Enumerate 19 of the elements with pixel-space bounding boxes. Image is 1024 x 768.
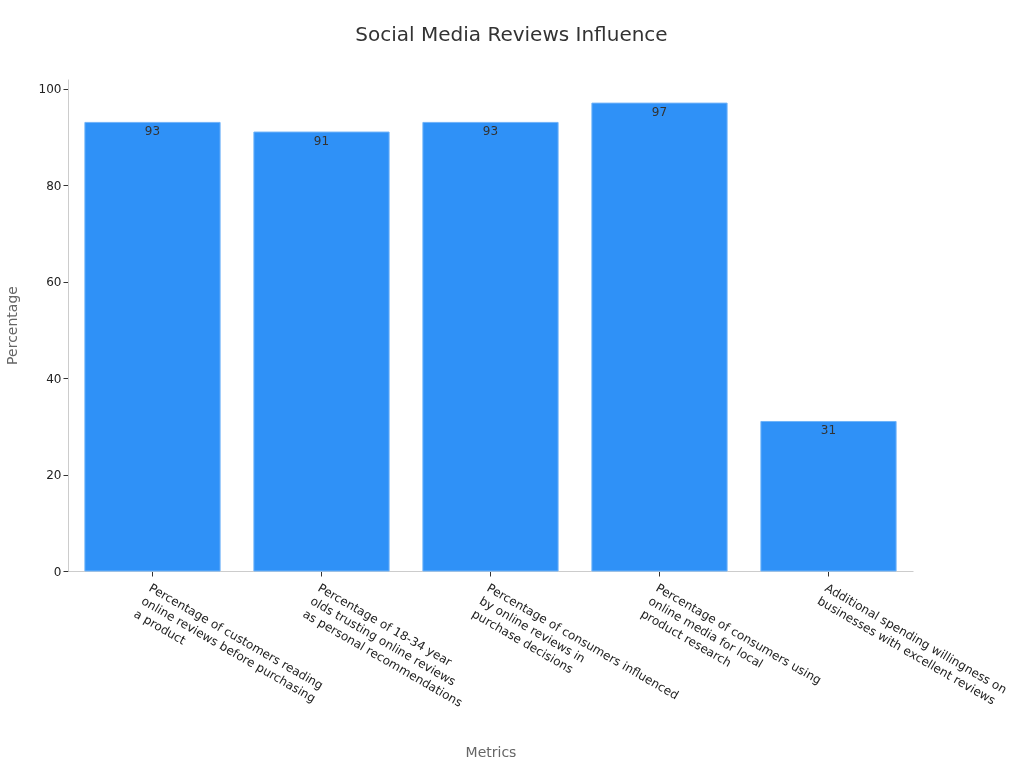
y-tick-label: 40 xyxy=(46,371,62,386)
bar xyxy=(760,420,897,572)
data-label: 91 xyxy=(313,134,330,149)
bar xyxy=(84,121,221,572)
y-tick-label: 60 xyxy=(46,275,62,290)
y-tick-label: 0 xyxy=(53,564,62,579)
bar xyxy=(253,131,390,572)
y-tick-label: 100 xyxy=(38,82,62,97)
data-label: 93 xyxy=(144,124,161,139)
y-axis-title: Percentage xyxy=(3,286,20,365)
bar xyxy=(591,102,728,572)
bar xyxy=(422,121,559,572)
data-label: 97 xyxy=(651,105,668,120)
y-tick-label: 80 xyxy=(46,178,62,193)
chart-title: Social Media Reviews Influence xyxy=(355,22,668,46)
data-label: 93 xyxy=(482,124,499,139)
data-label: 31 xyxy=(820,423,837,438)
y-tick-label: 20 xyxy=(46,468,62,483)
x-axis-title: Metrics xyxy=(465,744,517,761)
